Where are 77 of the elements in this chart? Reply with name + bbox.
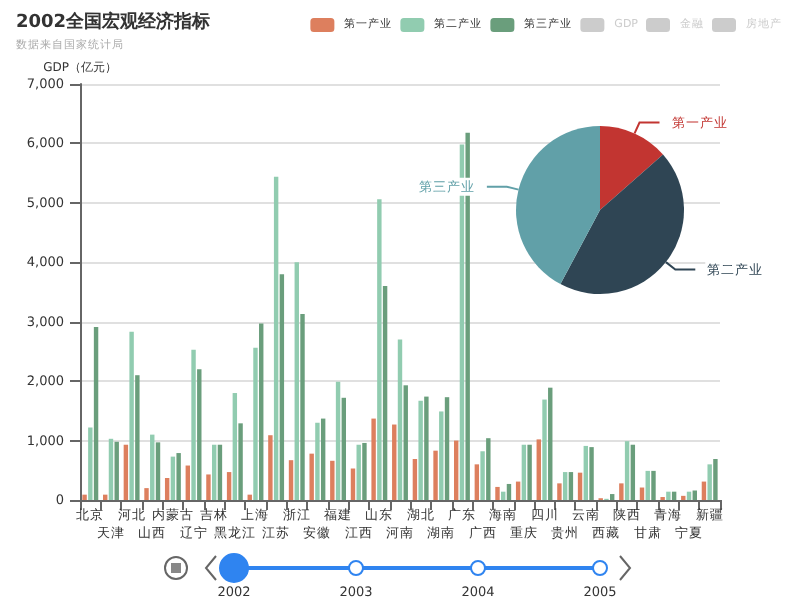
bar	[630, 444, 636, 500]
bar	[645, 470, 650, 500]
bar	[335, 381, 341, 500]
bar	[309, 453, 314, 500]
bar	[232, 393, 238, 500]
bar	[474, 464, 480, 500]
bar	[288, 460, 294, 500]
bar	[444, 397, 450, 500]
bar	[371, 418, 376, 500]
bar	[330, 460, 335, 500]
bar	[341, 397, 347, 500]
bar	[557, 483, 562, 500]
bar	[377, 199, 382, 500]
bar	[589, 447, 594, 500]
bar	[259, 323, 264, 500]
bar	[170, 456, 176, 500]
bar	[486, 438, 491, 500]
bar	[651, 470, 656, 500]
bar	[453, 440, 459, 500]
bar	[495, 486, 500, 500]
bar	[108, 438, 114, 500]
bar	[412, 458, 418, 500]
bar	[424, 396, 429, 500]
bar	[123, 444, 129, 500]
bar	[211, 444, 217, 500]
bar	[480, 451, 485, 500]
bar	[542, 399, 547, 500]
bar	[300, 313, 305, 500]
bar	[176, 453, 181, 500]
bar	[114, 441, 119, 500]
bar	[82, 494, 87, 500]
bar	[619, 483, 624, 500]
bar	[191, 349, 196, 500]
bar	[536, 439, 541, 500]
bar	[506, 483, 512, 500]
bar	[397, 339, 403, 500]
bar	[382, 286, 388, 500]
bar	[320, 418, 326, 500]
bar	[315, 422, 320, 500]
bar	[206, 474, 211, 500]
bar	[88, 427, 93, 500]
bar	[527, 444, 532, 500]
bar	[253, 347, 258, 500]
bar	[268, 435, 273, 500]
bar	[692, 490, 697, 500]
bar	[713, 458, 718, 500]
bar	[144, 488, 149, 500]
bar	[418, 400, 423, 500]
bar	[135, 375, 140, 500]
bar	[155, 442, 161, 500]
bar	[164, 478, 170, 500]
bar	[362, 442, 367, 500]
bar	[129, 331, 134, 500]
bar	[279, 274, 285, 500]
bar	[521, 444, 527, 500]
bar	[439, 411, 444, 500]
bar	[238, 423, 243, 500]
bar	[217, 444, 223, 500]
bar	[568, 472, 574, 500]
bar	[294, 262, 299, 500]
bar	[433, 450, 438, 500]
bar	[226, 472, 232, 500]
bar	[356, 444, 361, 500]
bar	[666, 491, 671, 500]
bar	[273, 176, 279, 500]
bar	[150, 434, 155, 500]
bar	[562, 472, 568, 500]
bar	[93, 327, 99, 500]
bar	[548, 387, 553, 500]
bar	[197, 369, 202, 500]
bar	[624, 441, 630, 500]
bar	[583, 445, 589, 500]
chart-title: 2002全国宏观经济指标	[16, 11, 211, 33]
bar	[707, 464, 712, 500]
bar	[609, 494, 615, 500]
bar	[403, 385, 408, 500]
bar	[392, 424, 397, 500]
